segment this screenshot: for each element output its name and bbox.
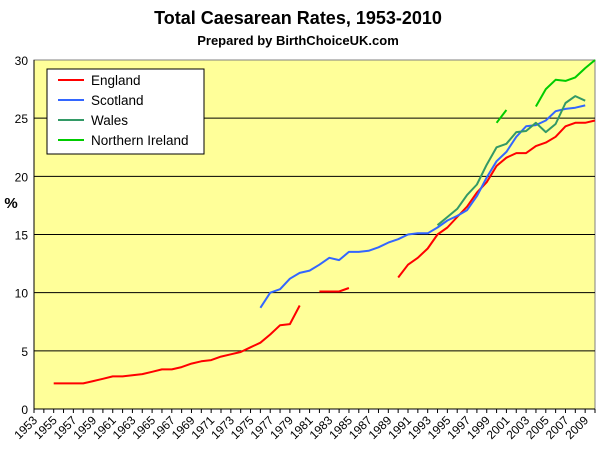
chart-title: Total Caesarean Rates, 1953-2010 bbox=[154, 8, 442, 28]
chart-subtitle: Prepared by BirthChoiceUK.com bbox=[197, 33, 399, 48]
legend-label: Scotland bbox=[91, 93, 144, 108]
legend-label: Wales bbox=[91, 113, 128, 128]
series-line-0-segment-1 bbox=[319, 287, 350, 293]
series-line-3-segment-0 bbox=[495, 109, 508, 124]
series-line-0-segment-2 bbox=[397, 119, 596, 279]
series-line-3-segment-1 bbox=[535, 59, 596, 107]
y-tick-label: 10 bbox=[15, 287, 29, 301]
series-line-2-segment-0 bbox=[436, 95, 586, 226]
y-tick-label: 25 bbox=[15, 112, 29, 126]
y-axis-label: % bbox=[4, 195, 17, 212]
y-tick-label: 30 bbox=[15, 54, 29, 68]
x-tick-label: 2009 bbox=[562, 413, 591, 442]
series-line-0-segment-0 bbox=[53, 305, 301, 385]
y-tick-label: 0 bbox=[21, 403, 28, 417]
series-lines bbox=[53, 59, 596, 385]
y-tick-label: 15 bbox=[15, 229, 29, 243]
legend: England Scotland Wales Northern Ireland bbox=[46, 68, 205, 155]
legend-label: Northern Ireland bbox=[91, 133, 189, 148]
y-tick-label: 20 bbox=[15, 170, 29, 184]
y-axis-ticks: 0 5 10 15 20 25 30 bbox=[15, 54, 29, 417]
legend-label: England bbox=[91, 73, 141, 88]
y-tick-label: 5 bbox=[21, 345, 28, 359]
x-axis-ticks: 1953195519571959196119631965196719691971… bbox=[11, 409, 596, 442]
